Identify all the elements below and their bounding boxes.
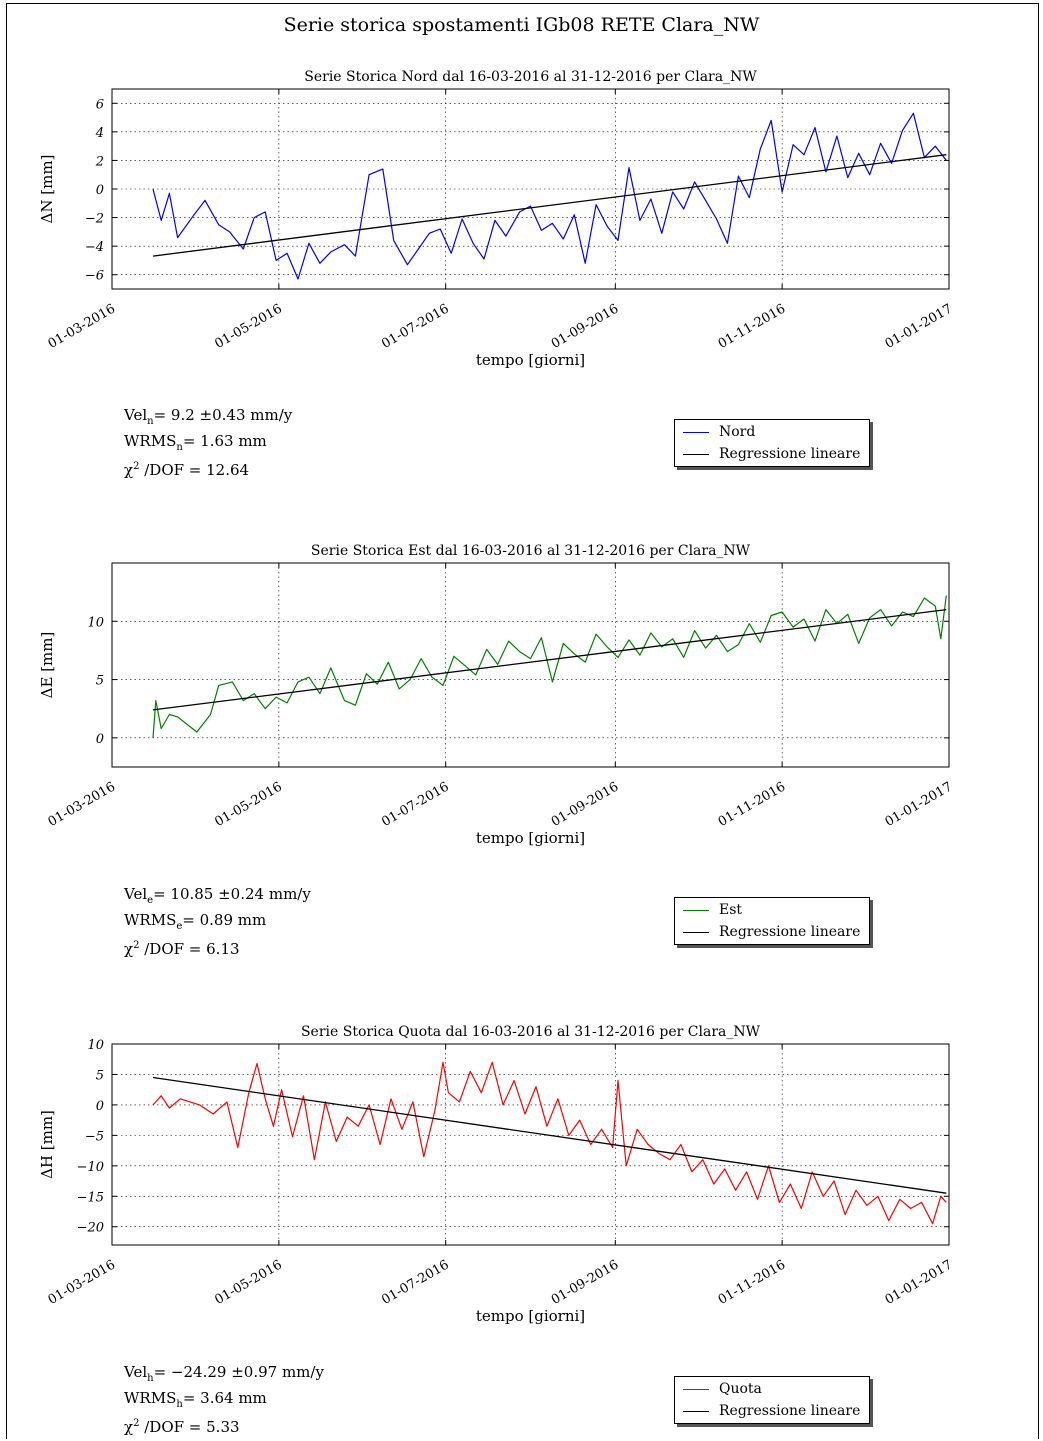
plot-area-border [111, 1043, 950, 1246]
chi2-east: χ2 /DOF = 6.13 [124, 940, 240, 958]
velocity-east: Vele= 10.85 ±0.24 mm/y [124, 885, 311, 906]
chart-panel-height: Serie Storica Quota dal 16-03-2016 al 31… [38, 1024, 955, 1325]
regression-line-height [152, 1076, 947, 1194]
chart-panel-north: Serie Storica Nord dal 16-03-2016 al 31-… [38, 69, 955, 369]
legend-label: Regressione lineare [719, 1403, 861, 1419]
x-tick-label: 01-05-2016 [212, 301, 284, 351]
legend-swatch [683, 454, 709, 455]
figure-title: Serie storica spostamenti IGb08 RETE Cla… [283, 14, 760, 36]
chart-title: Serie Storica Est dal 16-03-2016 al 31-1… [311, 543, 751, 559]
y-tick-label: 2 [95, 154, 104, 169]
regression-line-north [152, 154, 947, 257]
velocity-north: Veln= 9.2 ±0.43 mm/y [124, 406, 293, 427]
figure-frame [6, 3, 1039, 1439]
legend-north: Nord Regressione lineare [674, 419, 870, 467]
x-tick-label: 01-09-2016 [549, 779, 621, 829]
y-axis-label: ΔN [mm] [38, 155, 56, 224]
series-line-east [152, 595, 947, 738]
y-tick-label: 10 [87, 1038, 104, 1053]
x-tick-label: 01-03-2016 [46, 779, 118, 829]
legend-east: Est Regressione lineare [674, 897, 870, 945]
y-tick-label: 0 [96, 732, 104, 747]
x-tick-label: 01-11-2016 [716, 301, 788, 351]
stats-height: Velh= −24.29 ±0.97 mm/y WRMSh= 3.64 mm χ… [124, 1359, 324, 1437]
x-tick-label: 01-07-2016 [379, 1257, 451, 1307]
legend-height: Quota Regressione lineare [674, 1376, 870, 1424]
legend-label: Nord [719, 424, 756, 440]
y-tick-label: −2 [85, 212, 104, 227]
x-tick-label: 01-11-2016 [716, 779, 788, 829]
x-tick-label: 01-11-2016 [716, 1257, 788, 1307]
y-tick-label: −6 [85, 269, 104, 284]
chi2-height: χ2 /DOF = 5.33 [124, 1418, 240, 1436]
x-axis-label: tempo [giorni] [476, 1307, 585, 1325]
legend-label: Est [719, 902, 743, 918]
legend-swatch [683, 1411, 709, 1412]
legend-label: Regressione lineare [719, 446, 861, 462]
y-tick-label: 6 [96, 97, 104, 112]
velocity-height: Velh= −24.29 ±0.97 mm/y [124, 1363, 324, 1384]
y-tick-label: −4 [85, 240, 104, 255]
legend-swatch [683, 1389, 709, 1390]
x-tick-label: 01-07-2016 [379, 779, 451, 829]
legend-label: Quota [719, 1381, 762, 1397]
x-tick-label: 01-01-2017 [883, 301, 955, 351]
y-tick-label: −5 [85, 1129, 104, 1144]
x-tick-label: 01-09-2016 [549, 1257, 621, 1307]
x-tick-label: 01-03-2016 [46, 301, 118, 351]
y-tick-label: −10 [77, 1160, 104, 1175]
x-tick-label: 01-01-2017 [883, 1257, 955, 1307]
y-tick-label: 5 [96, 1068, 104, 1083]
x-tick-label: 01-05-2016 [212, 779, 284, 829]
stats-north: Veln= 9.2 ±0.43 mm/y WRMSn= 1.63 mm χ2 /… [124, 402, 292, 480]
stats-east: Vele= 10.85 ±0.24 mm/y WRMSe= 0.89 mm χ2… [124, 881, 311, 959]
legend-swatch [683, 910, 709, 911]
plot-area-border [111, 562, 950, 768]
legend-label: Regressione lineare [719, 924, 861, 940]
series-line-north [152, 112, 947, 280]
chart-title: Serie Storica Nord dal 16-03-2016 al 31-… [304, 69, 757, 85]
wrms-height: WRMSh= 3.64 mm [124, 1389, 267, 1410]
x-tick-label: 01-03-2016 [46, 1257, 118, 1307]
x-axis-label: tempo [giorni] [476, 351, 585, 369]
chi2-north: χ2 /DOF = 12.64 [124, 461, 250, 479]
wrms-east: WRMSe= 0.89 mm [124, 911, 267, 932]
x-axis-label: tempo [giorni] [476, 829, 585, 847]
x-tick-label: 01-05-2016 [212, 1257, 284, 1307]
y-tick-label: 0 [96, 1099, 104, 1114]
chart-panel-east: Serie Storica Est dal 16-03-2016 al 31-1… [38, 543, 955, 847]
y-tick-label: 5 [96, 674, 104, 689]
x-tick-label: 01-07-2016 [379, 301, 451, 351]
y-tick-label: 10 [87, 615, 104, 630]
y-tick-label: 0 [96, 183, 104, 198]
series-line-height [152, 1061, 947, 1225]
y-tick-label: 4 [95, 126, 104, 141]
chart-title: Serie Storica Quota dal 16-03-2016 al 31… [301, 1024, 761, 1040]
plot-area-border [111, 88, 950, 290]
regression-line-east [152, 608, 947, 711]
x-tick-label: 01-09-2016 [549, 301, 621, 351]
y-tick-label: −20 [77, 1221, 104, 1236]
wrms-north: WRMSn= 1.63 mm [124, 432, 267, 453]
y-tick-label: −15 [77, 1190, 104, 1205]
legend-swatch [683, 432, 709, 433]
x-tick-label: 01-01-2017 [883, 779, 955, 829]
y-axis-label: ΔH [mm] [38, 1110, 56, 1179]
legend-swatch [683, 932, 709, 933]
y-axis-label: ΔE [mm] [38, 632, 56, 699]
